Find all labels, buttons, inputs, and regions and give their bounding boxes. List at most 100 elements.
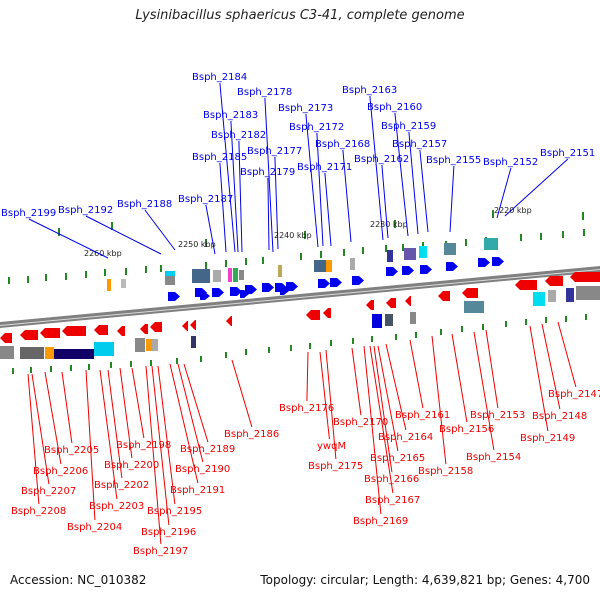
gene-feature-block [444,243,456,255]
gene-feature-block [165,271,175,276]
bottom-gene-connector [61,371,73,444]
scale-tick-major [205,239,207,247]
gene-feature-block [464,301,484,313]
top-gene-label: Bsph_2152 [483,157,538,168]
scale-label: 2260 kbp [84,249,122,258]
bottom-gene-label: Bsph_2191 [170,485,225,496]
bottom-gene-connector [99,369,118,500]
top-gene-connector [238,140,243,253]
gene-feature-block [576,286,600,300]
reverse-gene-arrow [438,291,450,301]
top-gene-label: Bsph_2162 [354,154,409,165]
genome-backbone-highlight [0,269,600,326]
scale-tick-major [58,228,60,236]
bottom-gene-connector [541,323,561,410]
reverse-gene-arrow [226,316,232,326]
scale-tick [583,229,585,236]
scale-tick [245,349,247,355]
scale-tick [88,364,90,370]
scale-tick [585,314,587,320]
top-gene-connector [305,113,319,248]
scale-tick [130,361,132,367]
bottom-gene-connector [373,345,393,473]
bottom-gene-label: Bsph_2202 [94,480,149,491]
reverse-gene-arrow [405,296,411,306]
gene-feature-block [20,347,44,359]
gene-feature-block [239,270,244,280]
bottom-gene-connector [145,365,162,545]
scale-tick [371,336,373,342]
gene-feature-block [94,342,114,356]
scale-tick [65,273,67,280]
gene-feature-block [233,268,238,282]
scale-tick [200,356,202,362]
scale-tick [225,352,227,358]
forward-gene-arrow [420,265,432,274]
forward-gene-arrow [230,287,242,296]
bottom-gene-connector [183,363,209,443]
forward-gene-arrow [318,279,330,288]
scale-tick [309,343,311,349]
forward-gene-arrow [446,262,458,271]
reverse-gene-arrow [94,325,108,335]
bottom-gene-label: Bsph_2204 [67,522,122,533]
reverse-gene-arrow [40,328,60,338]
top-gene-label: Bsph_2151 [540,148,595,159]
gene-feature-block [566,288,574,302]
genome-summary: Topology: circular; Length: 4,639,821 bp… [260,573,590,587]
scale-tick-major [394,220,396,228]
top-gene-label: Bsph_2179 [240,167,295,178]
bottom-gene-label: Bsph_2165 [370,453,425,464]
scale-tick [565,316,567,322]
bottom-gene-connector [363,345,382,515]
reverse-gene-arrow [117,326,125,336]
top-gene-label: Bsph_2155 [426,155,481,166]
bottom-gene-connector [319,351,330,440]
forward-gene-arrow [492,257,504,266]
gene-feature-block [484,238,498,250]
scale-tick-major [492,210,494,218]
scale-tick [268,347,270,353]
reverse-gene-arrow [386,298,396,308]
top-gene-connector [408,131,419,235]
bottom-gene-connector [306,351,309,402]
bottom-gene-label: Bsph_2170 [333,417,388,428]
top-gene-connector [449,165,455,233]
scale-tick [545,317,547,323]
bottom-gene-connector [409,339,424,409]
top-gene-connector [28,218,109,259]
bottom-gene-label: Bsph_2207 [21,486,76,497]
bottom-gene-label: Bsph_2176 [279,403,334,414]
forward-gene-arrow [200,292,210,300]
bottom-gene-connector [351,347,362,416]
top-gene-label: Bsph_2168 [315,139,370,150]
scale-tick [461,326,463,332]
gene-feature-block [146,339,152,351]
scale-tick-major [582,212,584,220]
bottom-gene-connector [177,363,204,463]
gene-feature-block [228,268,232,282]
scale-tick [45,274,47,281]
reverse-gene-arrow [182,321,188,331]
scale-label: 2220 kbp [494,206,532,215]
scale-tick-major [111,222,113,230]
reverse-gene-arrow [323,308,331,318]
top-gene-label: Bsph_2157 [392,139,447,150]
forward-gene-arrow [212,288,224,297]
gene-feature-block [419,246,427,258]
scale-tick [402,244,404,251]
gene-feature-block [350,258,355,270]
accession-label: Accession: NC_010382 [10,573,147,587]
bottom-gene-label: Bsph_2147 [548,389,600,400]
scale-tick [85,271,87,278]
top-gene-label: Bsph_2159 [381,121,436,132]
scale-tick [145,266,147,273]
scale-tick [422,242,424,249]
scale-tick [482,324,484,330]
top-gene-connector [394,112,409,237]
bottom-gene-connector [85,369,96,521]
bottom-gene-label: Bsph_2206 [33,466,88,477]
bottom-gene-connector [431,335,447,465]
bottom-gene-connector [169,363,199,484]
